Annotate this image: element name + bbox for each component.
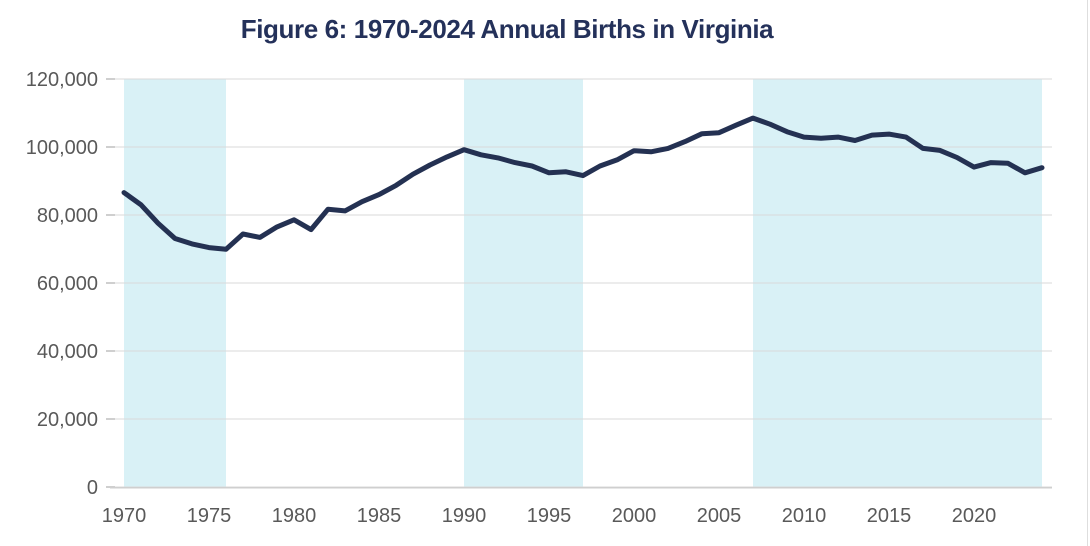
x-axis-tick-label: 1980 — [272, 505, 317, 527]
y-axis-tick-label: 80,000 — [37, 205, 98, 227]
x-axis-tick-label: 2000 — [612, 505, 657, 527]
births-data-line — [121, 115, 1045, 252]
y-axis-tick-label: 0 — [87, 477, 98, 499]
x-axis-tick-label: 2010 — [782, 505, 827, 527]
x-axis-tick-label: 1985 — [357, 505, 402, 527]
y-axis-tick-label: 40,000 — [37, 341, 98, 363]
x-axis-tick-label: 1975 — [187, 505, 232, 527]
x-axis-tick-label: 1990 — [442, 505, 487, 527]
x-axis-tick-label: 1970 — [102, 505, 147, 527]
x-axis-tick-label: 2020 — [952, 505, 997, 527]
x-axis-tick-label: 1995 — [527, 505, 572, 527]
x-axis-tick-label: 2005 — [697, 505, 742, 527]
y-axis-tick-label: 120,000 — [26, 69, 98, 91]
x-axis-tick-label: 2015 — [867, 505, 912, 527]
y-axis-tick-label: 20,000 — [37, 409, 98, 431]
y-axis-tick-label: 100,000 — [26, 137, 98, 159]
chart-title: Figure 6: 1970-2024 Annual Births in Vir… — [240, 14, 774, 44]
y-axis-tick-label: 60,000 — [37, 273, 98, 295]
